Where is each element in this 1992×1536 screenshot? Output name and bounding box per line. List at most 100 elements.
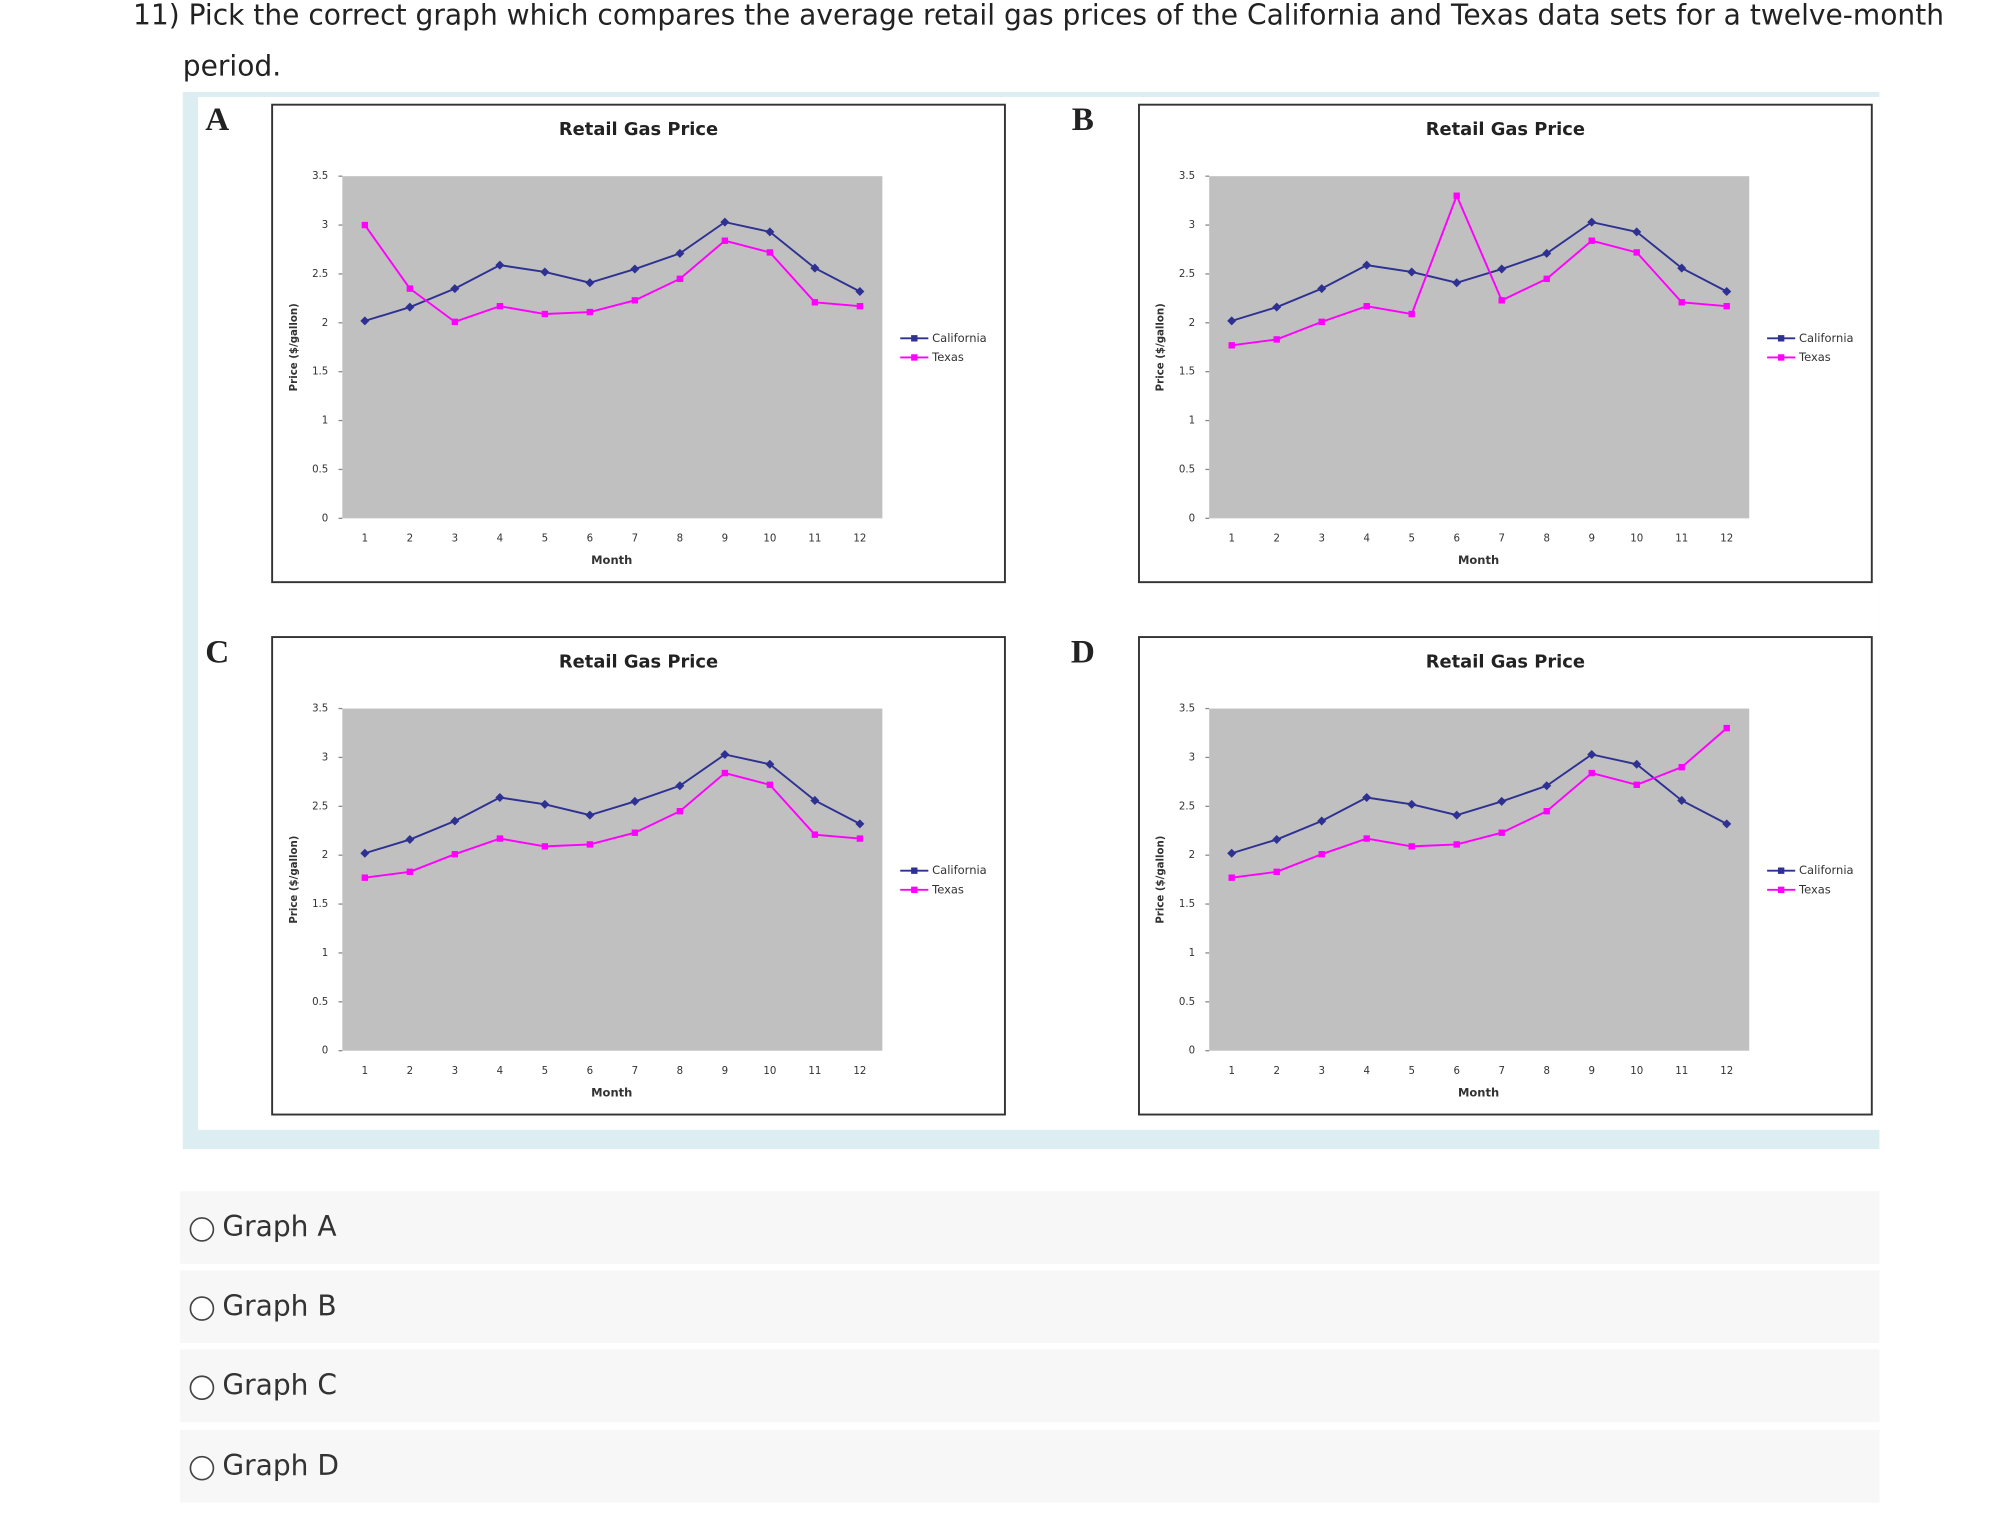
x-tick-label: 3 — [452, 1066, 459, 1077]
data-point — [1633, 781, 1640, 788]
data-point — [855, 287, 865, 297]
x-tick-label: 4 — [497, 534, 504, 545]
x-tick-label: 7 — [632, 1066, 639, 1077]
legend-marker — [1777, 354, 1785, 361]
y-tick-label: 1.5 — [1179, 899, 1195, 910]
data-point — [540, 799, 550, 809]
x-tick-label: 2 — [1273, 534, 1280, 545]
data-point — [451, 851, 459, 858]
y-tick-label: 2 — [1189, 318, 1196, 329]
data-point — [675, 248, 685, 258]
data-point — [1723, 303, 1730, 310]
x-tick-label: 1 — [1228, 534, 1235, 545]
option-row[interactable] — [180, 1270, 1880, 1344]
data-point — [676, 275, 684, 283]
data-point — [1318, 851, 1325, 858]
y-tick-label: 1.5 — [312, 367, 328, 378]
data-point — [1318, 318, 1325, 326]
y-tick-label: 2 — [322, 850, 329, 861]
data-point — [405, 835, 415, 845]
data-point — [1408, 843, 1415, 850]
y-tick-label: 3.5 — [1179, 171, 1195, 182]
data-point — [360, 316, 370, 326]
legend-marker — [911, 335, 918, 342]
option-row[interactable] — [180, 1349, 1880, 1423]
chart-title: Retail Gas Price — [559, 652, 718, 673]
data-point — [1678, 299, 1685, 306]
y-tick-label: 1.5 — [1179, 367, 1195, 378]
x-tick-label: 6 — [1453, 1066, 1459, 1077]
x-tick-label: 2 — [1273, 1066, 1280, 1077]
y-axis-label: Price ($/gallon) — [1156, 303, 1167, 391]
legend-marker — [911, 867, 918, 874]
y-tick-label: 0 — [1189, 513, 1196, 524]
data-point — [811, 299, 819, 306]
y-tick-label: 3.5 — [312, 704, 328, 715]
option[interactable]: Graph D — [180, 1429, 1880, 1503]
y-tick-label: 2.5 — [312, 269, 328, 280]
legend-label: California — [1799, 331, 1854, 345]
option-label[interactable]: Graph D — [222, 1449, 339, 1482]
panel-letter: A — [205, 101, 229, 138]
data-point — [720, 217, 730, 227]
y-axis-label: Price ($/gallon) — [289, 303, 300, 391]
x-tick-label: 8 — [1543, 534, 1549, 545]
series-line — [1231, 727, 1728, 879]
x-tick-label: 8 — [677, 534, 683, 545]
data-point — [856, 303, 864, 310]
chart-title: Retail Gas Price — [559, 119, 718, 140]
option[interactable]: Graph B — [180, 1270, 1880, 1344]
data-point — [721, 237, 729, 244]
series-line — [364, 221, 861, 322]
y-axis-label: Price ($/gallon) — [289, 836, 300, 924]
data-point — [585, 278, 595, 288]
y-tick-label: 3 — [1189, 220, 1196, 231]
y-tick-label: 0.5 — [312, 997, 328, 1008]
data-point — [541, 843, 549, 850]
question: period. — [183, 50, 281, 83]
option-label[interactable]: Graph A — [222, 1210, 336, 1243]
x-tick-label: 11 — [808, 1066, 821, 1077]
data-point — [765, 227, 775, 237]
x-tick-label: 6 — [1453, 534, 1459, 545]
plot-area — [1209, 708, 1750, 1051]
x-tick-label: 9 — [1588, 1066, 1594, 1077]
radio-button[interactable] — [189, 1217, 215, 1242]
data-point — [676, 808, 684, 815]
radio-button[interactable] — [189, 1375, 215, 1401]
data-point — [496, 303, 504, 310]
x-tick-label: 3 — [1318, 534, 1325, 545]
data-point — [630, 264, 640, 274]
legend-marker — [911, 886, 918, 894]
x-tick-label: 7 — [632, 534, 639, 545]
option[interactable]: Graph A — [180, 1191, 1880, 1264]
x-tick-label: 10 — [1630, 1066, 1643, 1077]
question: 11) Pick the correct graph which compare… — [133, 0, 1944, 32]
data-point — [1228, 342, 1235, 349]
option-row[interactable] — [180, 1191, 1880, 1264]
data-point — [361, 874, 369, 881]
data-point — [1543, 275, 1550, 283]
option[interactable]: Graph C — [180, 1349, 1880, 1423]
legend-label: Texas — [931, 350, 964, 364]
option-label[interactable]: Graph C — [222, 1368, 337, 1401]
x-tick-label: 12 — [1720, 1066, 1733, 1077]
y-tick-label: 1.5 — [312, 899, 328, 910]
radio-button[interactable] — [189, 1296, 215, 1321]
option-label[interactable]: Graph B — [222, 1289, 336, 1322]
radio-button[interactable] — [189, 1455, 215, 1481]
data-point — [450, 816, 460, 826]
x-tick-label: 2 — [407, 534, 413, 545]
option-row[interactable] — [180, 1429, 1880, 1503]
data-point — [406, 285, 414, 292]
x-tick-label: 9 — [1588, 534, 1594, 545]
data-point — [1498, 829, 1505, 836]
x-tick-label: 4 — [1363, 1066, 1369, 1077]
y-tick-label: 0 — [1189, 1046, 1196, 1057]
x-tick-label: 5 — [542, 1066, 549, 1077]
x-axis-label: Month — [1458, 1085, 1499, 1099]
y-tick-label: 1 — [1189, 416, 1196, 427]
